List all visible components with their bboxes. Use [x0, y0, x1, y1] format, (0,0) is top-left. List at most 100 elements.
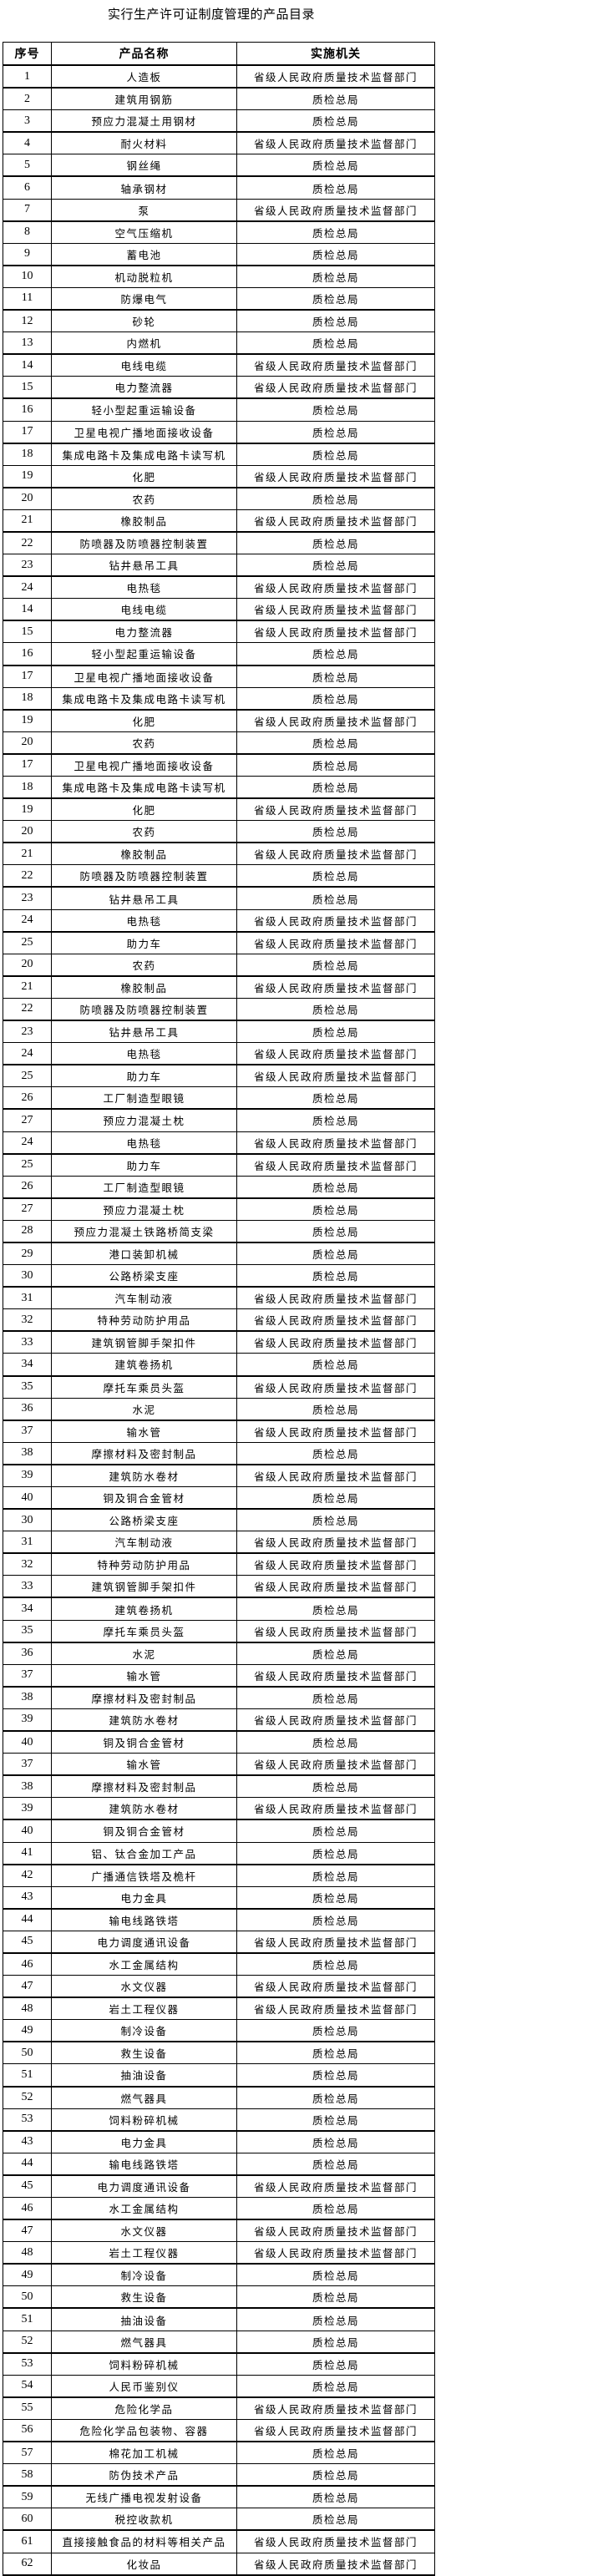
product-name-cell: 内燃机	[51, 331, 237, 355]
product-name-cell: 人民币鉴别仪	[51, 2374, 237, 2398]
serial-number-cell: 42	[3, 1864, 52, 1887]
serial-number-cell: 25	[3, 931, 52, 954]
authority-cell: 省级人民政府质量技术监督部门	[236, 2219, 435, 2243]
product-name-cell: 水文仪器	[51, 2219, 237, 2243]
product-name-cell: 预应力混凝土枕	[51, 1197, 237, 1221]
authority-cell: 质检总局	[236, 531, 435, 555]
product-name-cell: 铜及铜合金管材	[51, 1486, 237, 1510]
table-row: 38 摩擦材料及密封制品 质检总局	[3, 1774, 435, 1799]
serial-number-cell: 60	[3, 2508, 52, 2531]
product-name-cell: 集成电路卡及集成电路卡读写机	[51, 686, 237, 711]
serial-number-cell: 33	[3, 1330, 52, 1354]
product-name-cell: 铜及铜合金管材	[51, 1730, 237, 1754]
table-body: 1 人造板 省级人民政府质量技术监督部门 2 建筑用钢筋 质检总局 3 预应力混凝土用钢材 质检…	[3, 64, 435, 2576]
serial-number-cell: 44	[3, 2152, 52, 2176]
authority-cell: 质检总局	[236, 487, 435, 510]
table-row: 2 建筑用钢筋 质检总局	[3, 87, 435, 111]
authority-cell: 质检总局	[236, 1841, 435, 1865]
serial-number-cell: 56	[3, 2418, 52, 2442]
serial-number-cell: 37	[3, 1663, 52, 1688]
authority-cell: 省级人民政府质量技术监督部门	[236, 1997, 435, 2021]
authority-cell: 省级人民政府质量技术监督部门	[236, 709, 435, 732]
product-name-cell: 建筑钢管脚手架扣件	[51, 1575, 237, 1598]
authority-cell: 质检总局	[236, 1441, 435, 1465]
table-row: 19 化肥 省级人民政府质量技术监督部门	[3, 797, 435, 822]
table-row: 14 电线电缆 省级人民政府质量技术监督部门	[3, 353, 435, 377]
authority-cell: 质检总局	[236, 753, 435, 777]
product-name-cell: 制冷设备	[51, 2019, 237, 2042]
authority-cell: 质检总局	[236, 1774, 435, 1799]
serial-number-cell: 35	[3, 1375, 52, 1399]
authority-cell: 质检总局	[236, 776, 435, 799]
serial-number-cell: 23	[3, 1020, 52, 1044]
product-name-cell: 建筑用钢筋	[51, 87, 237, 111]
serial-number-cell: 43	[3, 1885, 52, 1910]
product-name-cell: 电热毯	[51, 575, 237, 600]
serial-number-cell: 38	[3, 1774, 52, 1799]
product-name-cell: 水泥	[51, 1397, 237, 1421]
table-row: 27 预应力混凝土枕 质检总局	[3, 1197, 435, 1221]
product-name-cell: 电力整流器	[51, 620, 237, 644]
serial-number-cell: 33	[3, 1575, 52, 1598]
product-name-cell: 钻井悬吊工具	[51, 554, 237, 577]
authority-cell: 省级人民政府质量技术监督部门	[236, 931, 435, 954]
header-serial-number: 序号	[3, 42, 52, 66]
serial-number-cell: 53	[3, 2108, 52, 2132]
authority-cell: 质检总局	[236, 1086, 435, 1110]
serial-number-cell: 24	[3, 575, 52, 600]
serial-number-cell: 21	[3, 975, 52, 999]
product-name-cell: 化肥	[51, 464, 237, 488]
table-row: 20 农药 质检总局	[3, 820, 435, 843]
authority-cell: 省级人民政府质量技术监督部门	[236, 598, 435, 621]
serial-number-cell: 55	[3, 2396, 52, 2420]
product-name-cell: 电线电缆	[51, 598, 237, 621]
table-row: 37 输水管 省级人民政府质量技术监督部门	[3, 1420, 435, 1443]
authority-cell: 省级人民政府质量技术监督部门	[236, 131, 435, 155]
table-row: 47 水文仪器 省级人民政府质量技术监督部门	[3, 1975, 435, 1998]
table-row: 21 橡胶制品 省级人民政府质量技术监督部门	[3, 509, 435, 533]
table-row: 17 卫星电视广播地面接收设备 质检总局	[3, 420, 435, 444]
authority-cell: 质检总局	[236, 109, 435, 133]
authority-cell: 质检总局	[236, 2152, 435, 2176]
table-row: 38 摩擦材料及密封制品 质检总局	[3, 1686, 435, 1709]
table-row: 58 防伪技术产品 质检总局	[3, 2463, 435, 2487]
table-row: 34 建筑卷扬机 质检总局	[3, 1353, 435, 1377]
product-name-cell: 输电线路铁塔	[51, 1908, 237, 1931]
table-row: 23 钻井悬吊工具 质检总局	[3, 886, 435, 910]
serial-number-cell: 26	[3, 1086, 52, 1110]
table-row: 36 水泥 质检总局	[3, 1642, 435, 1665]
table-row: 43 电力金具 质检总局	[3, 2130, 435, 2153]
authority-cell: 省级人民政府质量技术监督部门	[236, 1308, 435, 1332]
authority-cell: 省级人民政府质量技术监督部门	[236, 1708, 435, 1732]
authority-cell: 质检总局	[236, 886, 435, 910]
table-row: 21 橡胶制品 省级人民政府质量技术监督部门	[3, 975, 435, 999]
table-row: 19 化肥 省级人民政府质量技术监督部门	[3, 464, 435, 488]
table-row: 39 建筑防水卷材 省级人民政府质量技术监督部门	[3, 1797, 435, 1820]
authority-cell: 省级人民政府质量技术监督部门	[236, 509, 435, 533]
table-row: 7 泵省级人民政府质量技术监督部门	[3, 198, 435, 222]
serial-number-cell: 23	[3, 886, 52, 910]
serial-number-cell: 4	[3, 131, 52, 155]
table-row: 37 输水管 省级人民政府质量技术监督部门	[3, 1663, 435, 1688]
serial-number-cell: 37	[3, 1420, 52, 1443]
table-row: 4 耐火材料 省级人民政府质量技术监督部门	[3, 131, 435, 155]
product-name-cell: 摩擦材料及密封制品	[51, 1686, 237, 1709]
authority-cell: 质检总局	[236, 175, 435, 200]
product-name-cell: 空气压缩机	[51, 220, 237, 244]
table-row: 56 危险化学品包装物、容器 省级人民政府质量技术监督部门	[3, 2418, 435, 2442]
serial-number-cell: 57	[3, 2441, 52, 2465]
table-row: 25 助力车 省级人民政府质量技术监督部门	[3, 1064, 435, 1088]
serial-number-cell: 46	[3, 2197, 52, 2220]
authority-cell: 质检总局	[236, 242, 435, 266]
product-name-cell: 摩托车乘员头盔	[51, 1375, 237, 1399]
product-name-cell: 电力整流器	[51, 376, 237, 399]
product-name-cell: 摩擦材料及密封制品	[51, 1441, 237, 1465]
product-name-cell: 卫星电视广播地面接收设备	[51, 665, 237, 688]
authority-cell: 质检总局	[236, 1353, 435, 1377]
authority-cell: 质检总局	[236, 443, 435, 466]
table-row: 49 制冷设备 质检总局	[3, 2263, 435, 2287]
serial-number-cell: 19	[3, 797, 52, 822]
product-name-cell: 建筑卷扬机	[51, 1597, 237, 1621]
authority-cell: 省级人民政府质量技术监督部门	[236, 842, 435, 866]
serial-number-cell: 28	[3, 1219, 52, 1243]
